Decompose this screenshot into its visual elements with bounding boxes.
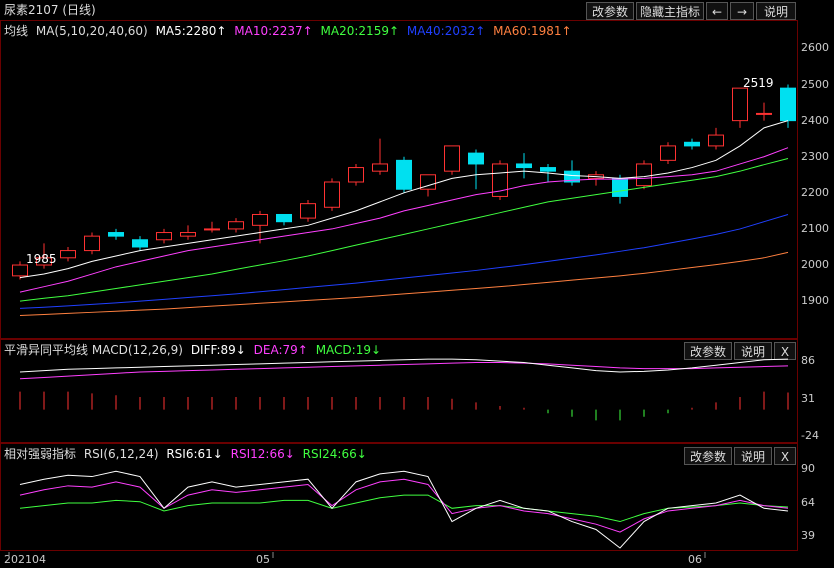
rsi-params: RSI(6,12,24) <box>83 447 159 461</box>
candle-body <box>156 232 172 241</box>
candle-body <box>180 232 196 237</box>
window-title: 尿素2107 (日线) <box>4 3 96 17</box>
candle-body <box>204 228 220 231</box>
macd-value: MACD:19↓ <box>315 343 382 357</box>
rsi-title: 相对强弱指标 <box>4 447 77 461</box>
candle-body <box>732 87 748 122</box>
candle-body <box>564 170 580 183</box>
rsi24-value: RSI24:66↓ <box>302 447 367 461</box>
rsi6-line <box>19 470 789 549</box>
ma20-value: MA20:2159↑ <box>320 24 400 38</box>
candle-body <box>780 87 796 122</box>
right-arrow-button[interactable]: → <box>730 2 754 20</box>
rsi-header: 相对强弱指标 RSI(6,12,24) RSI6:61↓ RSI12:66↓ R… <box>4 444 367 464</box>
window-title-bar: 尿素2107 (日线) 改参数 隐藏主指标 ← → 说明 <box>0 0 834 20</box>
macd-header: 平滑异同平均线 MACD(12,26,9) DIFF:89↓ DEA:79↑ M… <box>4 340 381 360</box>
ma5-value: MA5:2280↑ <box>155 24 227 38</box>
macd-diff-line <box>19 358 789 373</box>
candle-body <box>276 213 292 223</box>
ma40-line <box>19 214 789 309</box>
x-label-may: 05 <box>256 553 270 566</box>
rsi24-line <box>19 494 789 523</box>
candle-body <box>540 167 556 172</box>
candle-body <box>252 213 268 226</box>
candle-body <box>636 163 652 187</box>
candle-body <box>84 235 100 252</box>
help-button[interactable]: 说明 <box>756 2 796 20</box>
ma40-value: MA40:2032↑ <box>406 24 486 38</box>
candle-body <box>684 141 700 147</box>
rsi12-line <box>19 478 789 533</box>
ma60-value: MA60:1981↑ <box>493 24 572 38</box>
main-chart-frame <box>0 20 798 339</box>
candle-body <box>420 174 436 190</box>
candle-body <box>12 264 28 277</box>
candle-body <box>444 145 460 172</box>
macd-y-tick: 31 <box>801 391 815 405</box>
candle-body <box>660 145 676 161</box>
main-y-tick: 2400 <box>801 113 829 127</box>
x-axis: 202104 05 06 <box>0 551 834 568</box>
candle-body <box>36 257 52 266</box>
macd-help-button[interactable]: 说明 <box>734 342 772 360</box>
macd-diff: DIFF:89↓ <box>190 343 246 357</box>
candle-body <box>228 221 244 230</box>
candle-body <box>492 163 508 197</box>
macd-y-tick: 86 <box>801 354 815 368</box>
rsi12-value: RSI12:66↓ <box>230 447 295 461</box>
annotation-low: 1985 <box>26 252 57 266</box>
main-y-tick: 2200 <box>801 185 829 199</box>
rsi-close-button[interactable]: X <box>774 447 796 465</box>
rsi-y-tick: 64 <box>801 496 815 509</box>
ma-params: MA(5,10,20,40,60) <box>35 24 148 38</box>
macd-change-params-button[interactable]: 改参数 <box>684 342 732 360</box>
ma-legend: 均线 MA(5,10,20,40,60) MA5:2280↑ MA10:2237… <box>4 21 572 41</box>
annotation-high: 2519 <box>743 76 774 90</box>
rsi-y-tick: 90 <box>801 461 815 475</box>
ma10-value: MA10:2237↑ <box>234 24 313 38</box>
ma5-line <box>19 120 789 279</box>
main-y-tick: 2000 <box>801 258 829 272</box>
macd-params: MACD(12,26,9) <box>91 343 183 357</box>
candle-body <box>516 163 532 169</box>
candle-body <box>132 239 148 248</box>
x-label-jun: 06 <box>688 553 702 566</box>
candle-body <box>324 181 340 208</box>
candle-body <box>468 152 484 165</box>
hide-main-indicator-button[interactable]: 隐藏主指标 <box>636 2 704 20</box>
candle-body <box>756 112 772 115</box>
ma20-line <box>19 158 789 302</box>
candle-body <box>372 163 388 172</box>
macd-y-tick: -24 <box>801 428 819 442</box>
candle-body <box>348 167 364 183</box>
macd-dea-line <box>19 361 789 380</box>
rsi-help-button[interactable]: 说明 <box>734 447 772 465</box>
main-y-tick: 2100 <box>801 221 829 235</box>
macd-chart-frame <box>0 339 798 443</box>
candle-body <box>396 159 412 190</box>
main-y-tick: 1900 <box>801 294 829 308</box>
macd-title: 平滑异同平均线 <box>4 343 89 357</box>
main-y-tick: 2300 <box>801 149 829 163</box>
main-y-tick: 2600 <box>801 41 829 55</box>
rsi6-value: RSI6:61↓ <box>166 447 223 461</box>
candle-body <box>708 134 724 147</box>
macd-dea: DEA:79↑ <box>253 343 308 357</box>
rsi-change-params-button[interactable]: 改参数 <box>684 447 732 465</box>
left-arrow-button[interactable]: ← <box>706 2 728 20</box>
x-label-apr: 202104 <box>4 553 46 566</box>
rsi-chart-frame <box>0 443 798 551</box>
main-y-tick: 2500 <box>801 77 829 91</box>
rsi-y-tick: 39 <box>801 529 815 543</box>
candle-body <box>108 232 124 237</box>
change-params-button[interactable]: 改参数 <box>586 2 634 20</box>
candle-body <box>300 203 316 219</box>
ma10-line <box>19 147 789 293</box>
candle-body <box>60 250 76 259</box>
candle-body <box>612 177 628 197</box>
indicator-name: 均线 <box>4 24 29 38</box>
ma60-line <box>19 251 789 317</box>
